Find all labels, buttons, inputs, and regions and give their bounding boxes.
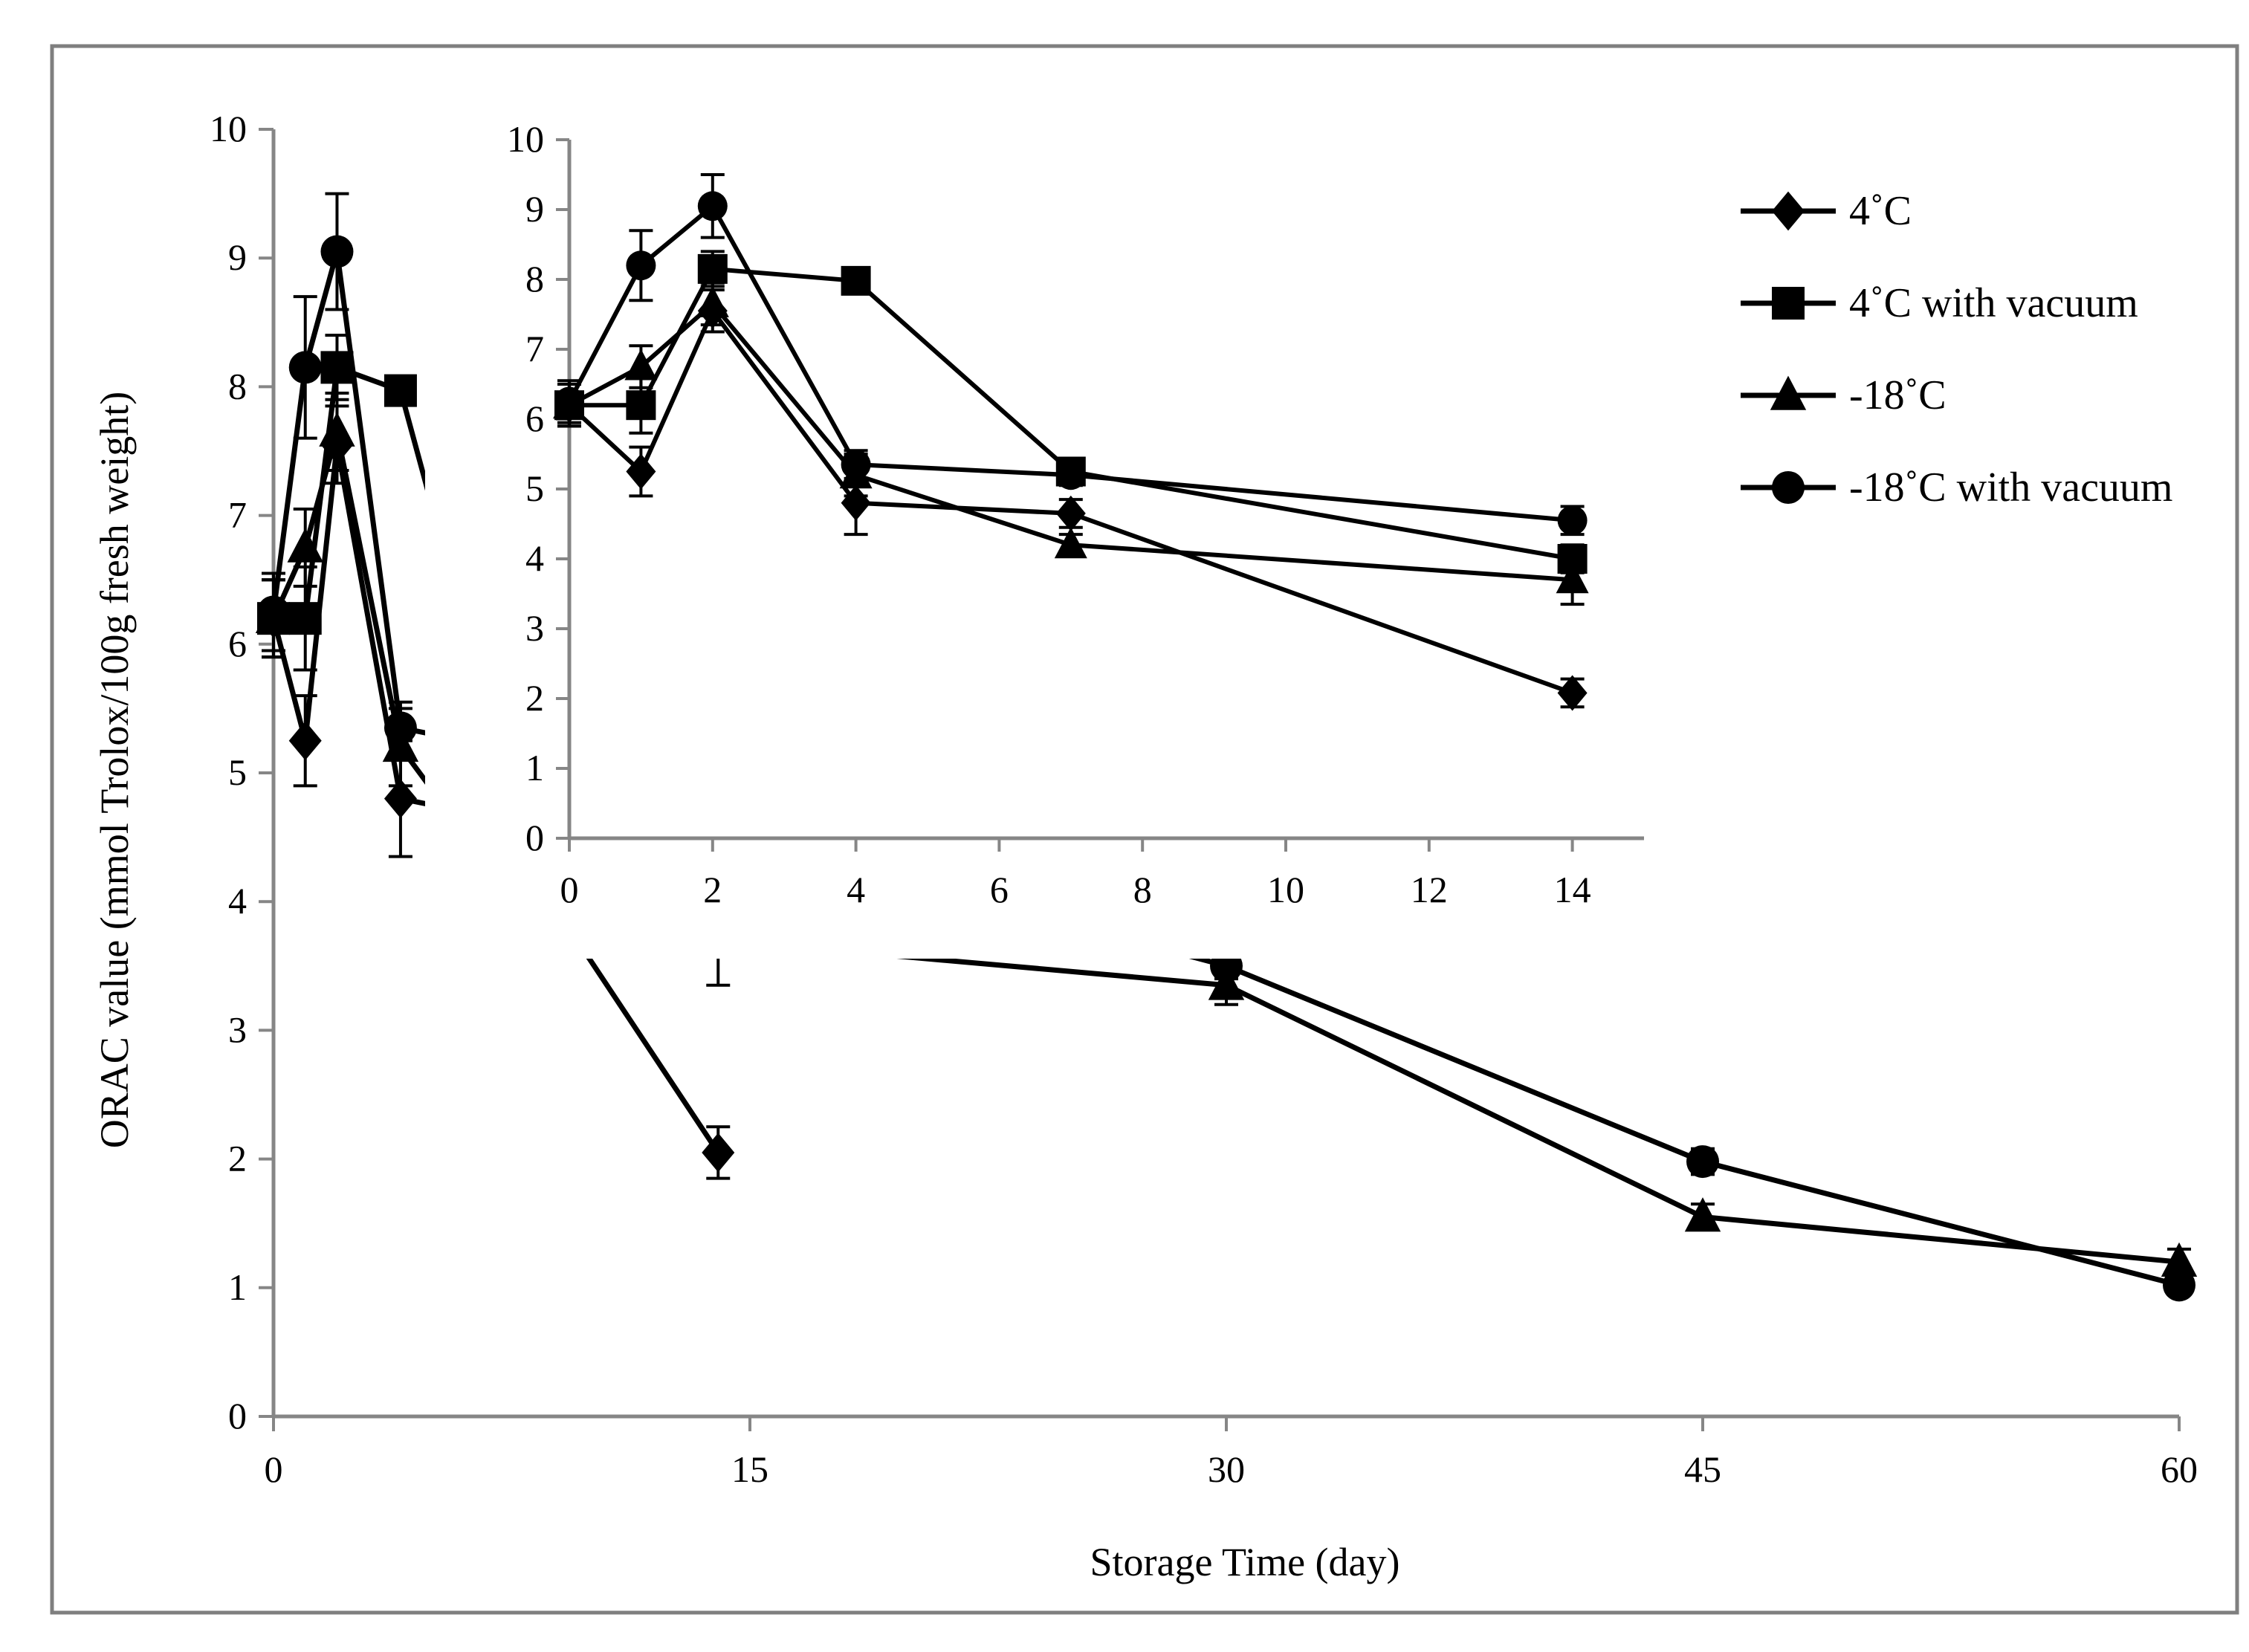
y-axis-title: ORAC value (mmol Trolox/100g fresh weigh… [92,392,137,1148]
main-point-diamond [288,721,322,761]
legend-marker-circle [1772,471,1805,504]
inset-y-tick-label: 5 [525,467,544,509]
inset-point-diamond [841,485,871,521]
inset-point-circle [1055,460,1086,490]
inset-x-tick-label: 2 [703,869,722,910]
inset-point-triangle [1556,562,1589,594]
legend-item: 4˚C [1741,188,1912,234]
inset-x-tick-label: 10 [1267,869,1304,910]
inset-point-triangle [696,285,729,317]
main-y-tick-label: 0 [228,1395,247,1436]
inset-point-circle [841,450,871,480]
main-point-triangle [319,412,355,447]
legend-item: -18˚C with vacuum [1741,464,2172,511]
inset-point-circle [626,250,656,281]
main-point-circle [384,711,417,745]
main-point-square [288,602,322,635]
legend-item: -18˚C [1741,372,1947,418]
inset-point-circle [697,191,728,221]
main-y-tick-label: 2 [228,1138,247,1179]
main-point-circle [320,235,354,268]
inset-y-tick-label: 4 [525,537,544,579]
inset-x-tick-label: 12 [1411,869,1448,910]
inset-point-square [626,390,656,421]
main-point-square [320,351,354,384]
legend-label: -18˚C [1849,372,1947,418]
inset-point-diamond [1055,495,1086,531]
legend-item: 4˚C with vacuum [1741,280,2138,326]
main-x-tick-label: 60 [2161,1448,2198,1490]
main-x-tick-label: 45 [1684,1448,1721,1490]
inset-point-triangle [1054,527,1087,559]
inset-point-square [841,265,871,296]
inset-y-tick-label: 10 [507,118,544,160]
main-point-triangle [1208,965,1245,1000]
main-x-tick-label: 30 [1208,1448,1245,1490]
main-point-triangle [1684,1197,1721,1232]
inset-y-tick-label: 1 [525,747,544,788]
main-point-circle [257,595,290,629]
inset-point-diamond [626,453,656,490]
inset-x-tick-label: 4 [847,869,865,910]
inset-y-tick-label: 9 [525,188,544,230]
main-y-tick-label: 4 [228,880,247,921]
inset-y-tick-label: 3 [525,607,544,649]
inset-x-tick-label: 8 [1133,869,1152,910]
inset-y-tick-label: 0 [525,817,544,858]
inset-y-tick-label: 6 [525,398,544,439]
legend-marker-triangle [1770,375,1807,410]
main-point-circle [288,351,322,384]
inset-series-line [567,204,1573,523]
inset-point-triangle [624,349,658,380]
inset-x-tick-label: 14 [1554,869,1591,910]
chart-frame [50,44,2239,1615]
main-y-tick-label: 9 [228,236,247,278]
legend-marker-diamond [1772,191,1805,231]
inset-point-diamond [1557,675,1588,711]
main-point-circle [2163,1269,2195,1302]
main-point-triangle [287,528,323,563]
legend: 4˚C 4˚C with vacuum -18˚C -18˚C with vacuum [1741,188,2172,511]
legend-label: -18˚C with vacuum [1849,464,2172,511]
main-y-tick-label: 7 [228,494,247,536]
main-y-tick-label: 6 [228,623,247,664]
inset-point-circle [554,386,584,417]
inset-series-line [567,308,1573,696]
legend-label: 4˚C with vacuum [1849,280,2138,326]
main-point-circle [1686,1145,1719,1179]
main-x-tick-label: 15 [731,1448,768,1490]
inset-background [425,117,1659,959]
main-y-tick-label: 8 [228,365,247,406]
inset-x-tick-label: 6 [990,869,1009,910]
x-axis-title: Storage Time (day) [1090,1540,1400,1584]
main-y-tick-label: 5 [228,751,247,793]
main-point-diamond [702,1133,735,1173]
inset-series-3 [554,173,1588,537]
legend-label: 4˚C [1849,188,1912,234]
inset-y-tick-label: 7 [525,328,544,369]
main-y-tick-label: 10 [210,108,247,149]
inset-point-circle [1557,505,1588,536]
main-x-tick-label: 0 [265,1448,283,1490]
main-point-square [384,374,417,407]
legend-marker-square [1772,287,1805,320]
inset-box [425,117,1659,959]
main-y-tick-label: 3 [228,1008,247,1050]
inset-y-tick-label: 2 [525,677,544,719]
main-y-tick-label: 1 [228,1266,247,1308]
main-point-diamond [384,779,417,819]
main-point-triangle [2161,1242,2198,1277]
inset-x-tick-label: 0 [560,869,579,910]
inset-point-square [697,253,728,284]
inset-y-tick-label: 8 [525,258,544,299]
